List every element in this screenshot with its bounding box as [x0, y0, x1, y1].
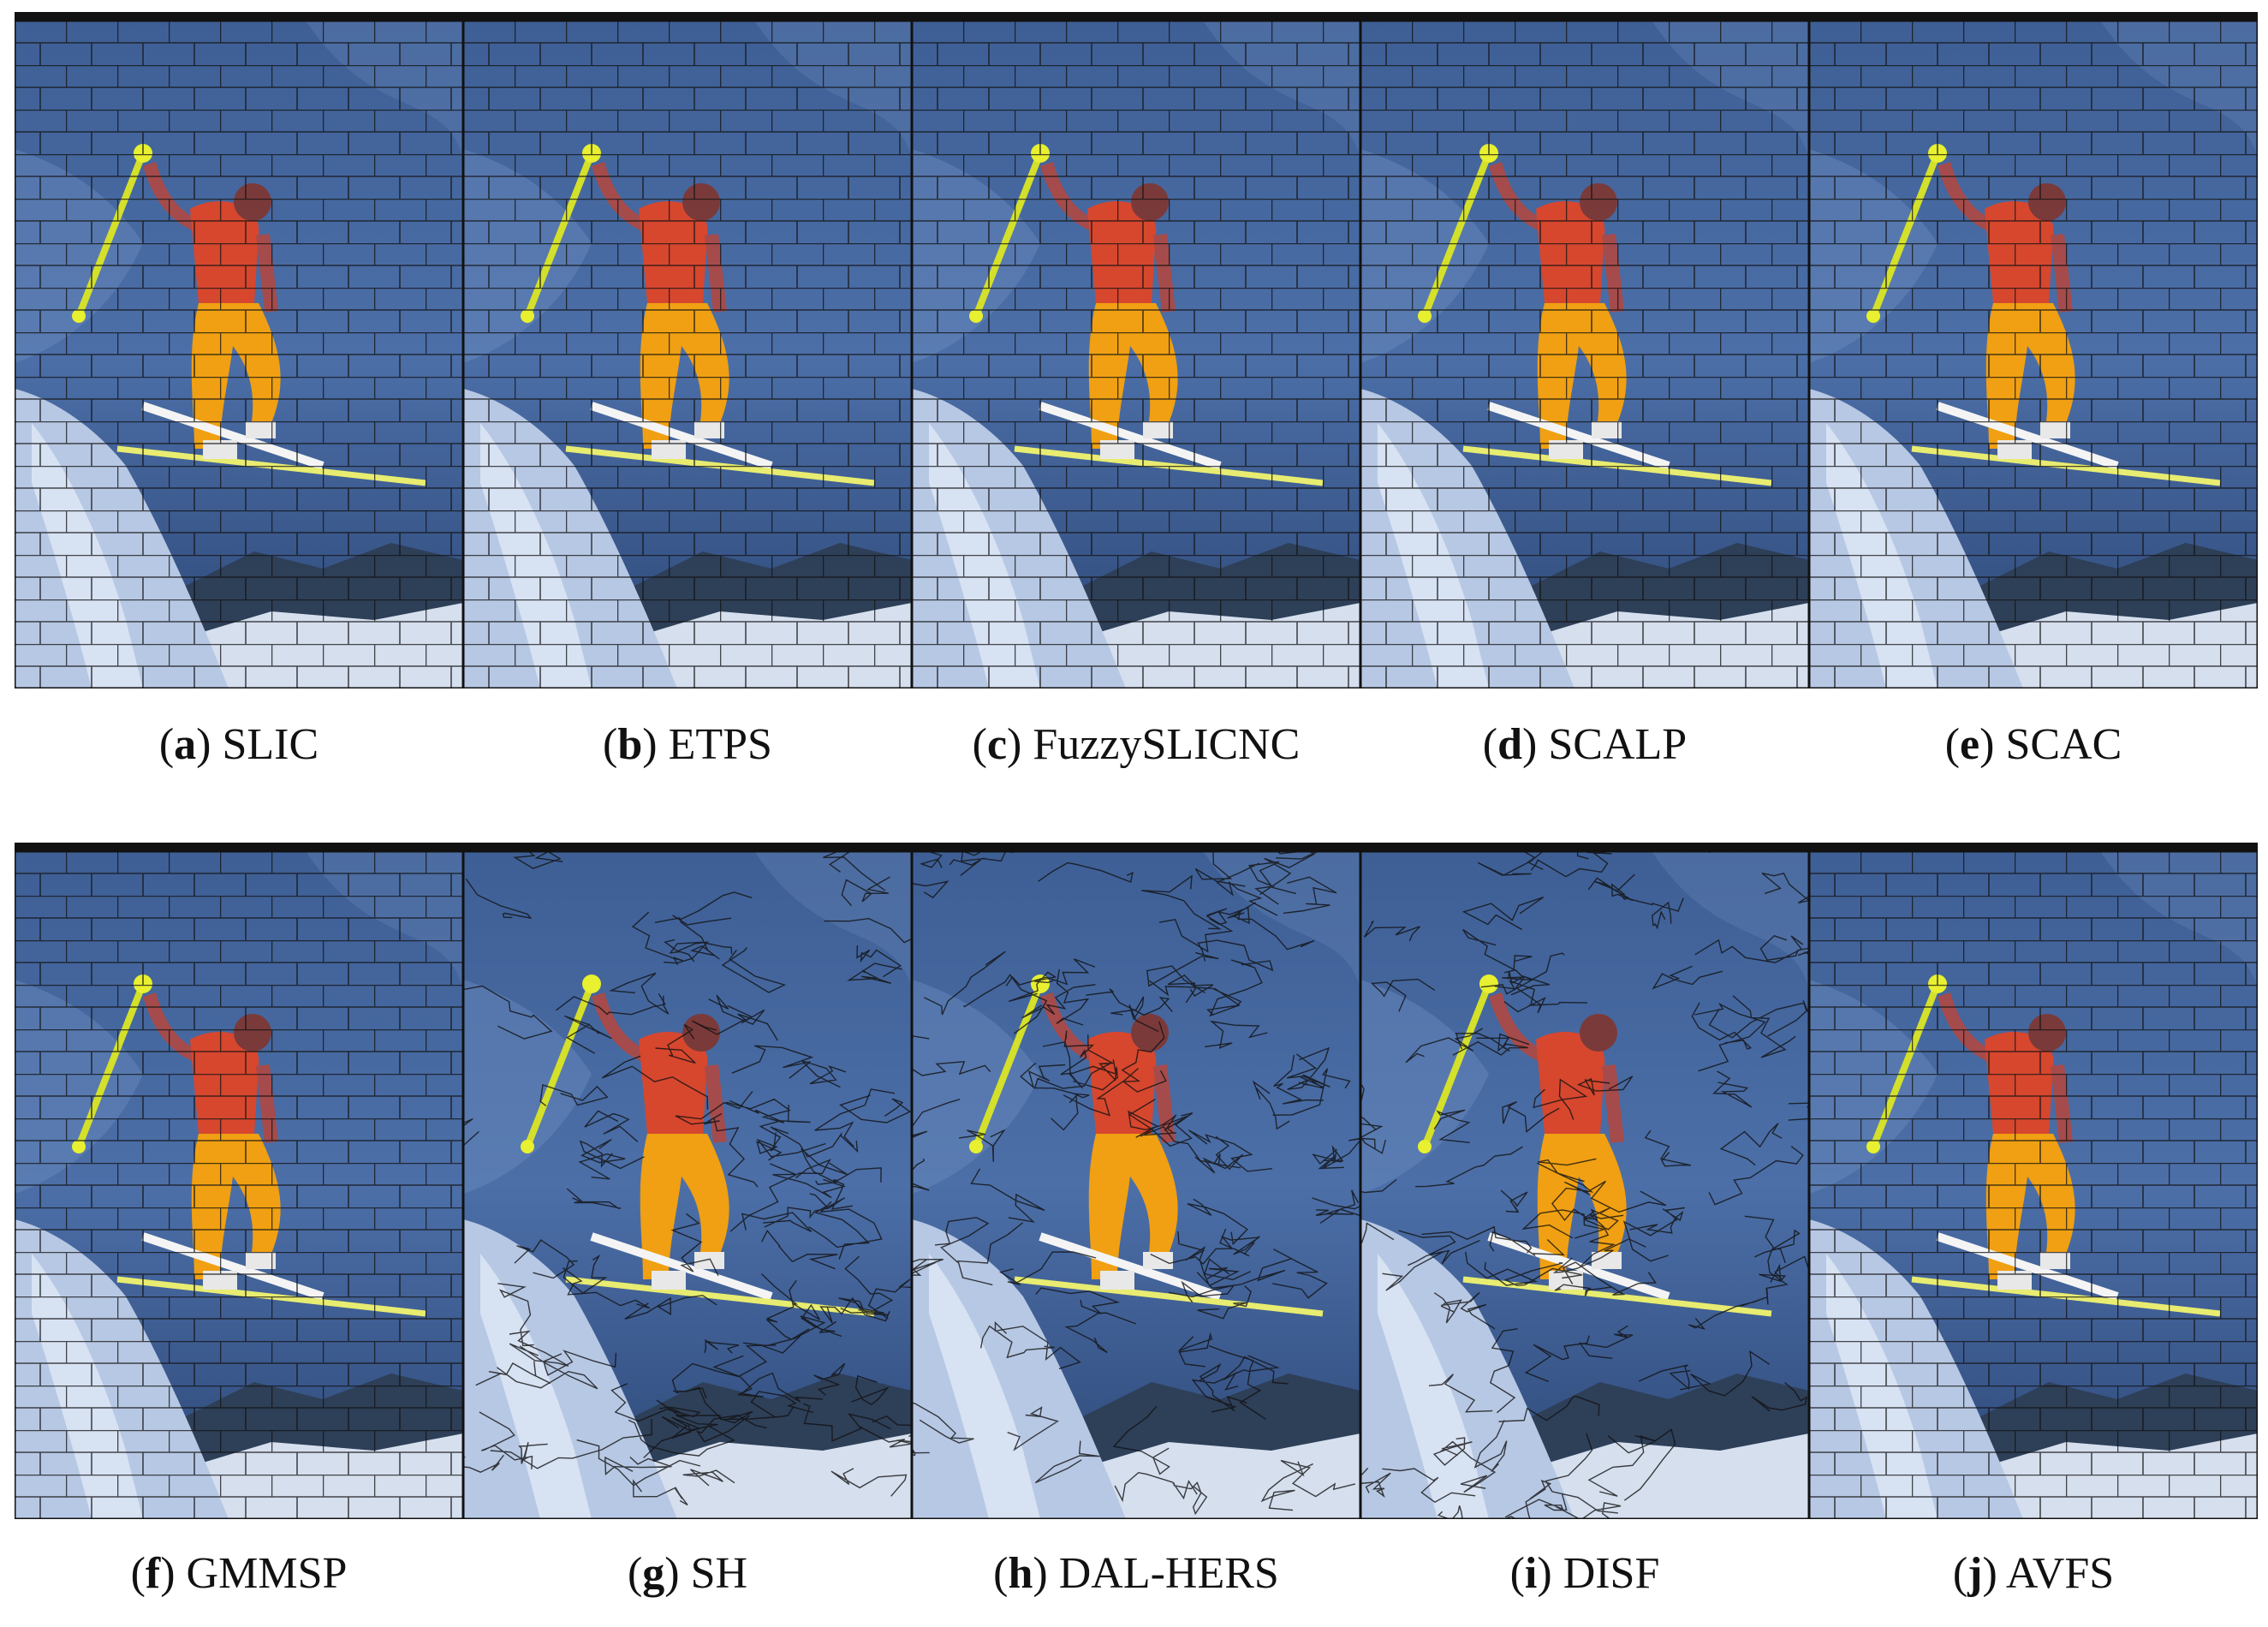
caption: (j) AVFS [1953, 1549, 2114, 1598]
caption-letter: a [174, 720, 196, 769]
caption: (h) DAL-HERS [993, 1549, 1279, 1598]
segmentation-image [1809, 851, 2258, 1519]
caption: (c) FuzzySLICNC [973, 720, 1301, 769]
panel-top-bar [1360, 12, 1809, 21]
segmentation-image [463, 21, 912, 688]
caption-open: ( [628, 1549, 642, 1598]
panel-top-bar [463, 843, 912, 851]
caption-letter: d [1497, 720, 1522, 769]
caption-open: ( [993, 1549, 1008, 1598]
panel-top-bar [1360, 843, 1809, 851]
panel-top-bar [912, 843, 1360, 851]
superpixel-boundaries [1809, 21, 2258, 688]
caption-open: ( [1483, 720, 1497, 769]
scene [912, 851, 1360, 1519]
caption-letter: j [1967, 1549, 1982, 1598]
segmentation-image [912, 851, 1360, 1519]
superpixel-boundaries [1809, 851, 2258, 1519]
caption-letter: f [146, 1549, 161, 1598]
caption-method: ) GMMSP [160, 1549, 347, 1598]
caption-letter: g [642, 1549, 664, 1598]
caption-open: ( [1510, 1549, 1525, 1598]
caption-letter: e [1960, 720, 1979, 769]
superpixel-boundaries [463, 21, 912, 688]
caption-open: ( [159, 720, 174, 769]
superpixel-boundaries [1360, 851, 1809, 1519]
caption-letter: h [1008, 1549, 1033, 1598]
superpixel-boundaries [912, 851, 1360, 1516]
panel-top-bar [463, 12, 912, 21]
superpixel-boundaries [1360, 21, 1809, 688]
caption-method: ) FuzzySLICNC [1007, 720, 1300, 769]
caption-open: ( [1953, 1549, 1967, 1598]
superpixel-boundaries [15, 21, 463, 688]
superpixel-boundaries [463, 851, 912, 1506]
caption: (b) ETPS [603, 720, 772, 769]
caption: (e) SCAC [1945, 720, 2122, 769]
segmentation-image [1360, 851, 1809, 1519]
panel-top-bar [912, 12, 1360, 21]
segmentation-image [15, 851, 463, 1519]
segmentation-image [912, 21, 1360, 688]
scene [1360, 851, 1809, 1519]
superpixel-boundaries [15, 851, 463, 1519]
caption-open: ( [1945, 720, 1960, 769]
caption-letter: c [987, 720, 1007, 769]
caption-open: ( [603, 720, 617, 769]
caption-method: ) SCAC [1979, 720, 2122, 769]
caption-method: ) DISF [1537, 1549, 1659, 1598]
caption: (i) DISF [1510, 1549, 1660, 1598]
caption-method: ) SH [664, 1549, 747, 1598]
caption-method: ) ETPS [642, 720, 772, 769]
scene [463, 851, 912, 1519]
segmentation-image [1360, 21, 1809, 688]
caption-method: ) AVFS [1982, 1549, 2114, 1598]
caption: (g) SH [628, 1549, 747, 1598]
caption-open: ( [131, 1549, 146, 1598]
caption: (a) SLIC [159, 720, 318, 769]
panel-top-bar [15, 12, 463, 21]
caption-method: ) DAL-HERS [1033, 1549, 1278, 1598]
caption-method: ) SCALP [1522, 720, 1687, 769]
segmentation-image [1809, 21, 2258, 688]
panel-top-bar [1809, 843, 2258, 851]
caption-open: ( [973, 720, 987, 769]
caption-method: ) SLIC [196, 720, 318, 769]
segmentation-image [463, 851, 912, 1519]
segmentation-image [15, 21, 463, 688]
caption-letter: i [1525, 1549, 1537, 1598]
caption: (f) GMMSP [131, 1549, 348, 1598]
caption-letter: b [617, 720, 642, 769]
caption: (d) SCALP [1483, 720, 1687, 769]
panel-top-bar [15, 843, 463, 851]
panel-top-bar [1809, 12, 2258, 21]
superpixel-boundaries [912, 21, 1360, 688]
